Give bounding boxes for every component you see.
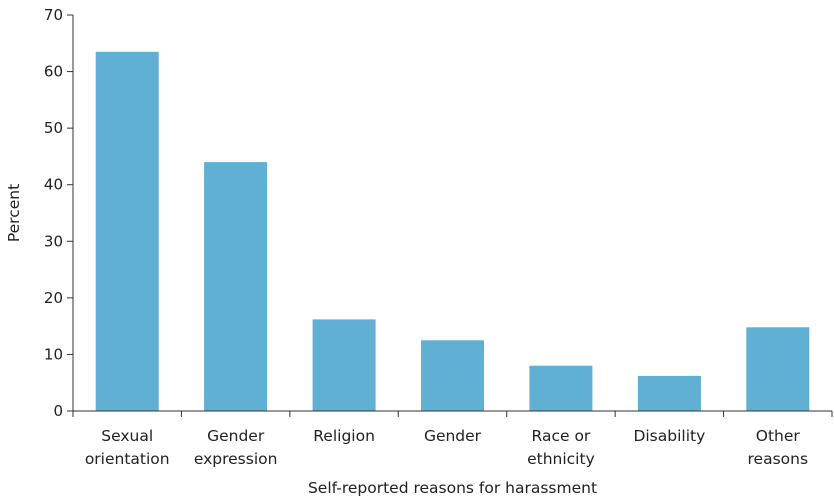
x-category-label: Gender bbox=[207, 427, 265, 445]
x-category-label: Religion bbox=[313, 427, 375, 445]
y-tick-label: 70 bbox=[44, 6, 63, 24]
bar-5 bbox=[637, 375, 701, 411]
bar-0 bbox=[95, 51, 159, 412]
y-tick-label: 20 bbox=[44, 289, 63, 307]
y-tick-label: 60 bbox=[44, 63, 63, 81]
x-category-label: Sexual bbox=[101, 427, 153, 445]
x-category-label: orientation bbox=[85, 450, 170, 468]
x-category-label: ethnicity bbox=[527, 450, 595, 468]
y-tick-label: 0 bbox=[53, 402, 63, 420]
bar-3 bbox=[421, 340, 484, 411]
bar-1 bbox=[204, 162, 268, 411]
x-category-label: Disability bbox=[633, 427, 705, 445]
x-category-label: Gender bbox=[424, 427, 482, 445]
x-category-label: reasons bbox=[748, 450, 809, 468]
bar-4 bbox=[529, 365, 593, 411]
x-category-labels-group: Sexual orientation Gender expression Religio… bbox=[72, 411, 833, 468]
y-tick-label: 10 bbox=[44, 345, 63, 363]
x-axis-title: Self-reported reasons for harassment bbox=[308, 479, 597, 497]
x-category-label: expression bbox=[194, 450, 278, 468]
y-axis-title: Percent bbox=[5, 184, 23, 242]
bar-2 bbox=[312, 319, 376, 411]
y-tick-label: 40 bbox=[44, 176, 63, 194]
x-category-label: Other bbox=[756, 427, 801, 445]
bars-group bbox=[95, 51, 810, 412]
x-category-label: Race or bbox=[532, 427, 591, 445]
axes-group bbox=[72, 15, 832, 412]
y-ticks-group: 0 10 20 30 40 50 60 70 bbox=[44, 6, 73, 420]
bar-6 bbox=[746, 327, 810, 411]
y-tick-label: 50 bbox=[44, 119, 63, 137]
y-tick-label: 30 bbox=[44, 232, 63, 250]
